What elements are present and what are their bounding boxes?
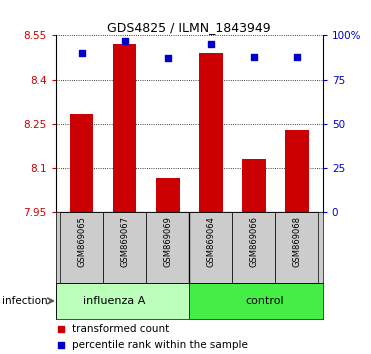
Bar bbox=[113, 44, 137, 212]
Point bbox=[58, 326, 64, 331]
Bar bbox=[56, 283, 189, 319]
Text: GSM869067: GSM869067 bbox=[120, 216, 129, 267]
Point bbox=[208, 41, 214, 47]
Text: GSM869069: GSM869069 bbox=[163, 216, 172, 267]
Text: percentile rank within the sample: percentile rank within the sample bbox=[72, 340, 247, 350]
Point bbox=[58, 342, 64, 348]
Text: infection: infection bbox=[2, 296, 47, 306]
Title: GDS4825 / ILMN_1843949: GDS4825 / ILMN_1843949 bbox=[107, 21, 271, 34]
Bar bbox=[275, 212, 318, 283]
Text: GSM869064: GSM869064 bbox=[206, 216, 215, 267]
Bar bbox=[60, 212, 103, 283]
Bar bbox=[146, 212, 189, 283]
Point bbox=[122, 38, 128, 44]
Point bbox=[79, 50, 85, 56]
Point bbox=[251, 54, 257, 59]
Point bbox=[294, 54, 300, 59]
Text: influenza A: influenza A bbox=[83, 296, 145, 306]
Point bbox=[165, 56, 171, 61]
Bar bbox=[199, 53, 223, 212]
Text: transformed count: transformed count bbox=[72, 324, 169, 333]
Text: GSM869065: GSM869065 bbox=[77, 216, 86, 267]
Bar bbox=[103, 212, 146, 283]
Bar bbox=[189, 212, 232, 283]
Text: control: control bbox=[245, 296, 284, 306]
Bar bbox=[189, 283, 323, 319]
Bar bbox=[156, 178, 180, 212]
Bar bbox=[232, 212, 275, 283]
Bar bbox=[242, 159, 266, 212]
Text: GSM869068: GSM869068 bbox=[292, 216, 301, 267]
Bar bbox=[70, 114, 93, 212]
Text: GSM869066: GSM869066 bbox=[249, 216, 258, 267]
Bar bbox=[285, 130, 309, 212]
